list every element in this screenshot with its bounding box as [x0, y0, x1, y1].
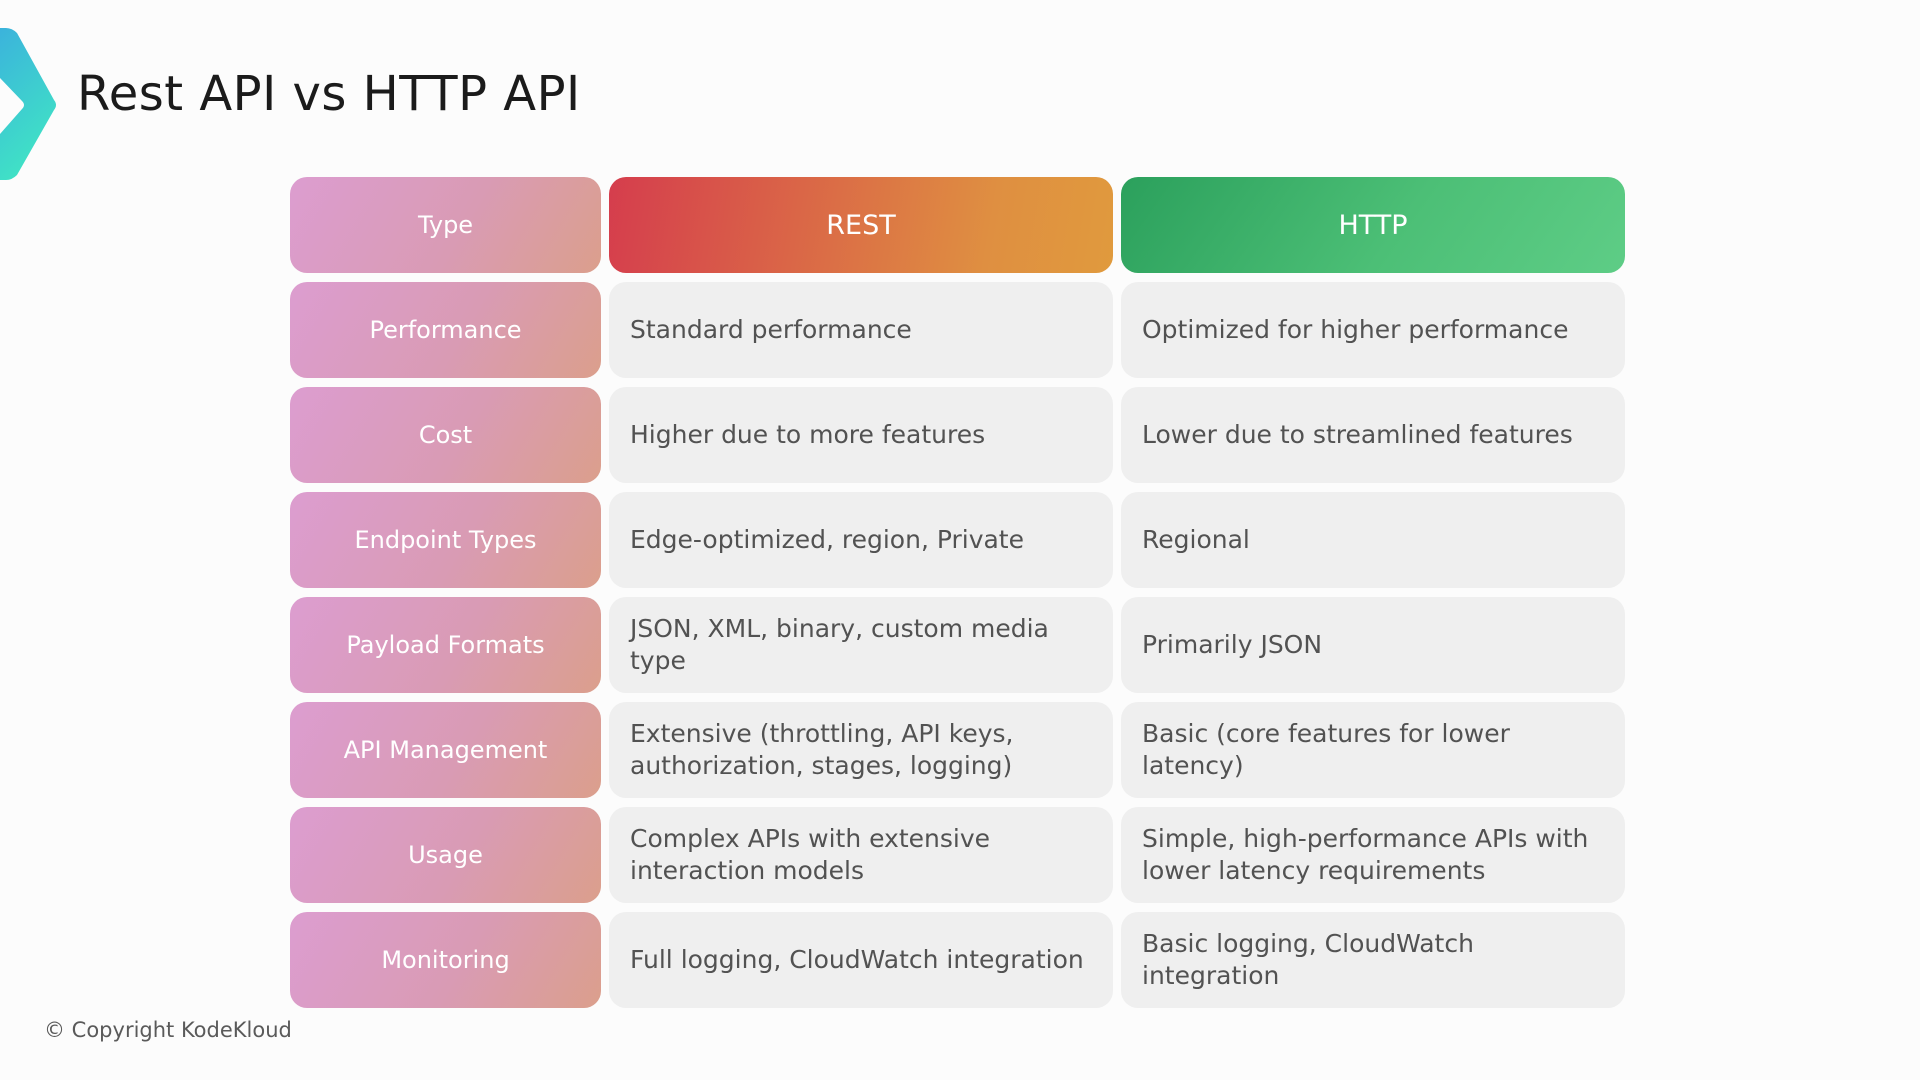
cell-rest-usage: Complex APIs with extensive interaction … [609, 807, 1113, 903]
header-http-label: HTTP [1338, 209, 1408, 241]
cell-http-api-management: Basic (core features for lower latency) [1121, 702, 1625, 798]
page-title: Rest API vs HTTP API [77, 66, 581, 122]
header-cell-rest: REST [609, 177, 1113, 273]
cell-http-usage: Simple, high-performance APIs with lower… [1121, 807, 1625, 903]
header-rest-label: REST [826, 209, 896, 241]
row-label-api-management: API Management [290, 702, 601, 798]
cell-rest-endpoint-types: Edge-optimized, region, Private [609, 492, 1113, 588]
cell-rest-monitoring: Full logging, CloudWatch integration [609, 912, 1113, 1008]
cell-rest-payload-formats: JSON, XML, binary, custom media type [609, 597, 1113, 693]
row-label-performance: Performance [290, 282, 601, 378]
cell-rest-performance: Standard performance [609, 282, 1113, 378]
header-type-label: Type [417, 211, 474, 239]
row-label-payload-formats: Payload Formats [290, 597, 601, 693]
row-label-monitoring: Monitoring [290, 912, 601, 1008]
comparison-table: Type REST HTTP Performance Standard perf… [290, 177, 1625, 1008]
cell-http-endpoint-types: Regional [1121, 492, 1625, 588]
header-cell-type: Type [290, 177, 601, 273]
copyright-notice: © Copyright KodeKloud [44, 1018, 292, 1042]
row-label-cost: Cost [290, 387, 601, 483]
cell-rest-api-management: Extensive (throttling, API keys, authori… [609, 702, 1113, 798]
cell-http-performance: Optimized for higher performance [1121, 282, 1625, 378]
cell-http-payload-formats: Primarily JSON [1121, 597, 1625, 693]
cell-http-monitoring: Basic logging, CloudWatch integration [1121, 912, 1625, 1008]
kodekloud-logo-chevron-icon [0, 28, 56, 180]
header-cell-http: HTTP [1121, 177, 1625, 273]
cell-http-cost: Lower due to streamlined features [1121, 387, 1625, 483]
row-label-endpoint-types: Endpoint Types [290, 492, 601, 588]
cell-rest-cost: Higher due to more features [609, 387, 1113, 483]
row-label-usage: Usage [290, 807, 601, 903]
